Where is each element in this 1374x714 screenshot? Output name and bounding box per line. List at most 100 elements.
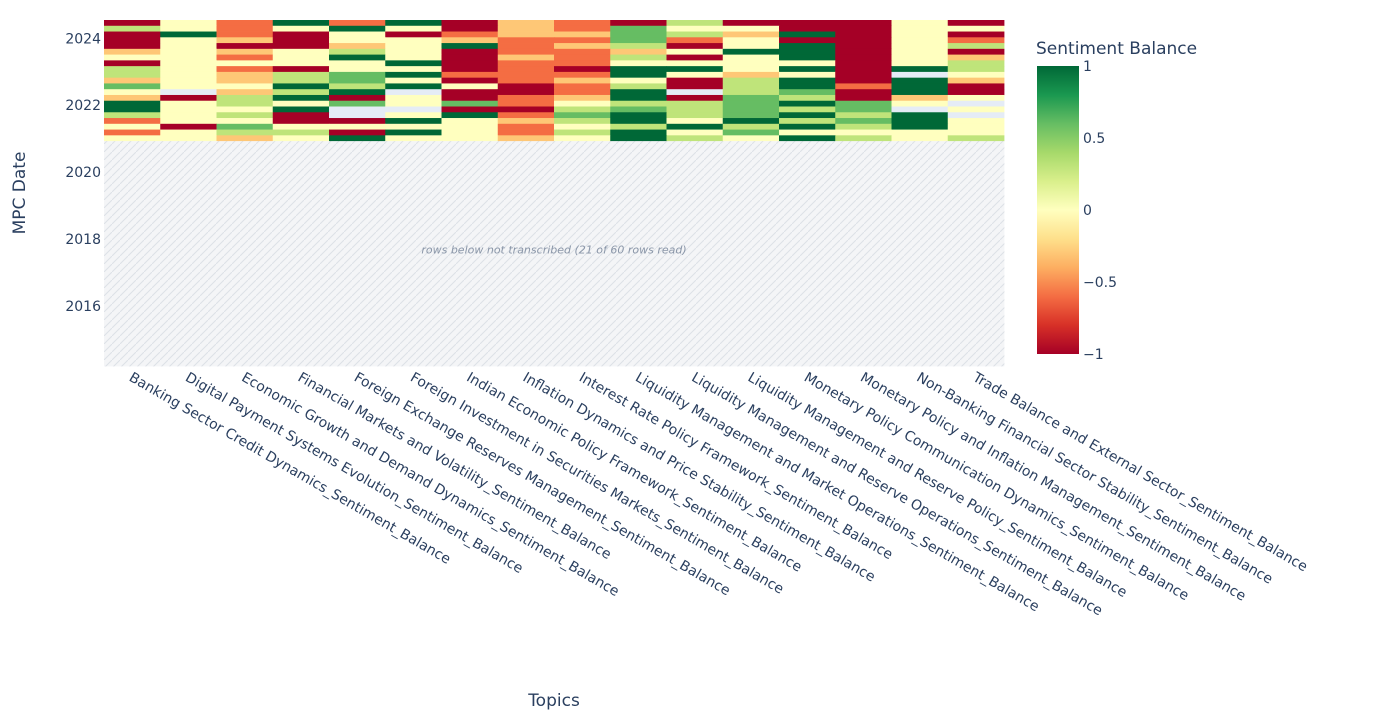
heatmap-cell [216,112,274,119]
heatmap-cell [104,112,161,119]
heatmap-cell-untranscribed [610,204,667,211]
heatmap-cell-untranscribed [779,210,836,217]
heatmap-cell [722,83,780,90]
heatmap-cell-untranscribed [835,175,892,182]
heatmap-cell-untranscribed [441,158,499,165]
heatmap-cell [947,60,1005,67]
heatmap-cell [947,106,1005,113]
heatmap-cell-untranscribed [497,267,555,275]
heatmap-cell-untranscribed [272,279,330,286]
heatmap-cell-untranscribed [160,141,217,148]
heatmap-cell-untranscribed [722,296,780,303]
heatmap-cell [497,118,555,125]
heatmap-cell [947,48,1005,55]
heatmap-cell-untranscribed [779,250,836,257]
heatmap-cell [554,66,611,73]
heatmap-cell [497,106,555,113]
heatmap-cell-untranscribed [329,244,386,252]
heatmap-cell [272,71,330,79]
heatmap-cell-untranscribed [722,221,780,228]
heatmap-cell-untranscribed [891,354,949,361]
heatmap-cell [272,25,330,32]
heatmap-cell [216,135,274,142]
heatmap-cell-untranscribed [497,181,555,188]
heatmap-cell-untranscribed [160,175,217,182]
heatmap-cell [947,20,1005,27]
heatmap-cell [441,112,499,119]
heatmap-cell-untranscribed [891,152,949,159]
heatmap-cell [835,77,892,84]
heatmap-cell-untranscribed [216,308,274,315]
heatmap-cell-untranscribed [160,354,217,361]
heatmap-cell-untranscribed [329,337,386,344]
heatmap-cell [441,100,499,107]
heatmap-cell-untranscribed [835,233,892,240]
heatmap-cell [779,118,836,125]
heatmap-cell [497,77,555,84]
heatmap-cell-untranscribed [272,146,330,154]
heatmap-cell [554,20,611,27]
heatmap-cell [554,112,611,119]
heatmap-cell-untranscribed [497,175,555,182]
heatmap-cell-untranscribed [104,360,161,367]
heatmap-cell [779,31,836,38]
heatmap-cell-untranscribed [104,141,161,148]
heatmap-cell [554,48,611,55]
heatmap-cell-untranscribed [441,296,499,303]
heatmap-cell-untranscribed [666,169,724,177]
heatmap-cell-untranscribed [722,331,780,338]
heatmap-cell [385,20,442,27]
heatmap-cell [610,66,667,73]
heatmap-cell-untranscribed [779,354,836,361]
heatmap-cell-untranscribed [610,348,667,355]
heatmap-cell-missing [947,100,1005,107]
heatmap-cell-untranscribed [610,319,667,327]
heatmap-cell [891,48,949,55]
heatmap-cell-untranscribed [272,250,330,257]
heatmap-cell [610,94,667,102]
heatmap-cell [835,89,892,96]
heatmap-cell-untranscribed [779,256,836,263]
heatmap-cell [891,100,949,107]
heatmap-cell-untranscribed [779,267,836,275]
heatmap-cell [497,83,555,90]
heatmap-cell-untranscribed [554,233,611,240]
heatmap-cell-untranscribed [779,360,836,367]
heatmap-cell [160,123,217,130]
heatmap-cell [104,31,161,38]
heatmap-cell-untranscribed [891,342,949,350]
heatmap-cell-untranscribed [835,227,892,234]
heatmap-cell-untranscribed [947,193,1005,200]
heatmap-cell-untranscribed [779,273,836,280]
heatmap-cell-untranscribed [216,325,274,332]
heatmap-cell-untranscribed [666,262,724,269]
heatmap-cell [666,25,724,32]
colorbar-tick-label: −0.5 [1083,275,1117,291]
heatmap-cell-untranscribed [779,175,836,182]
heatmap-cell-untranscribed [666,256,724,263]
heatmap-cell-untranscribed [722,146,780,154]
heatmap-cell-untranscribed [947,158,1005,165]
heatmap-cell-untranscribed [216,239,274,246]
heatmap-cell-untranscribed [272,331,330,338]
heatmap-cell-untranscribed [554,146,611,154]
heatmap-cell [610,31,667,38]
heatmap-cell-untranscribed [947,285,1005,292]
heatmap-cell [947,123,1005,130]
heatmap-cell [160,66,217,73]
heatmap-cell-untranscribed [497,348,555,355]
heatmap-cell-untranscribed [610,193,667,200]
heatmap-cell [329,89,386,96]
heatmap-cell [722,71,780,79]
heatmap-cell-untranscribed [216,285,274,292]
heatmap-cell-untranscribed [104,256,161,263]
heatmap-cell-untranscribed [216,331,274,338]
heatmap-cell [441,94,499,102]
heatmap-cell [385,25,442,32]
heatmap-cell-untranscribed [497,296,555,303]
heatmap-cell-untranscribed [272,354,330,361]
heatmap-cell-untranscribed [329,141,386,148]
heatmap-cell-untranscribed [666,244,724,252]
heatmap-cell-untranscribed [666,164,724,171]
heatmap-cell-untranscribed [160,233,217,240]
